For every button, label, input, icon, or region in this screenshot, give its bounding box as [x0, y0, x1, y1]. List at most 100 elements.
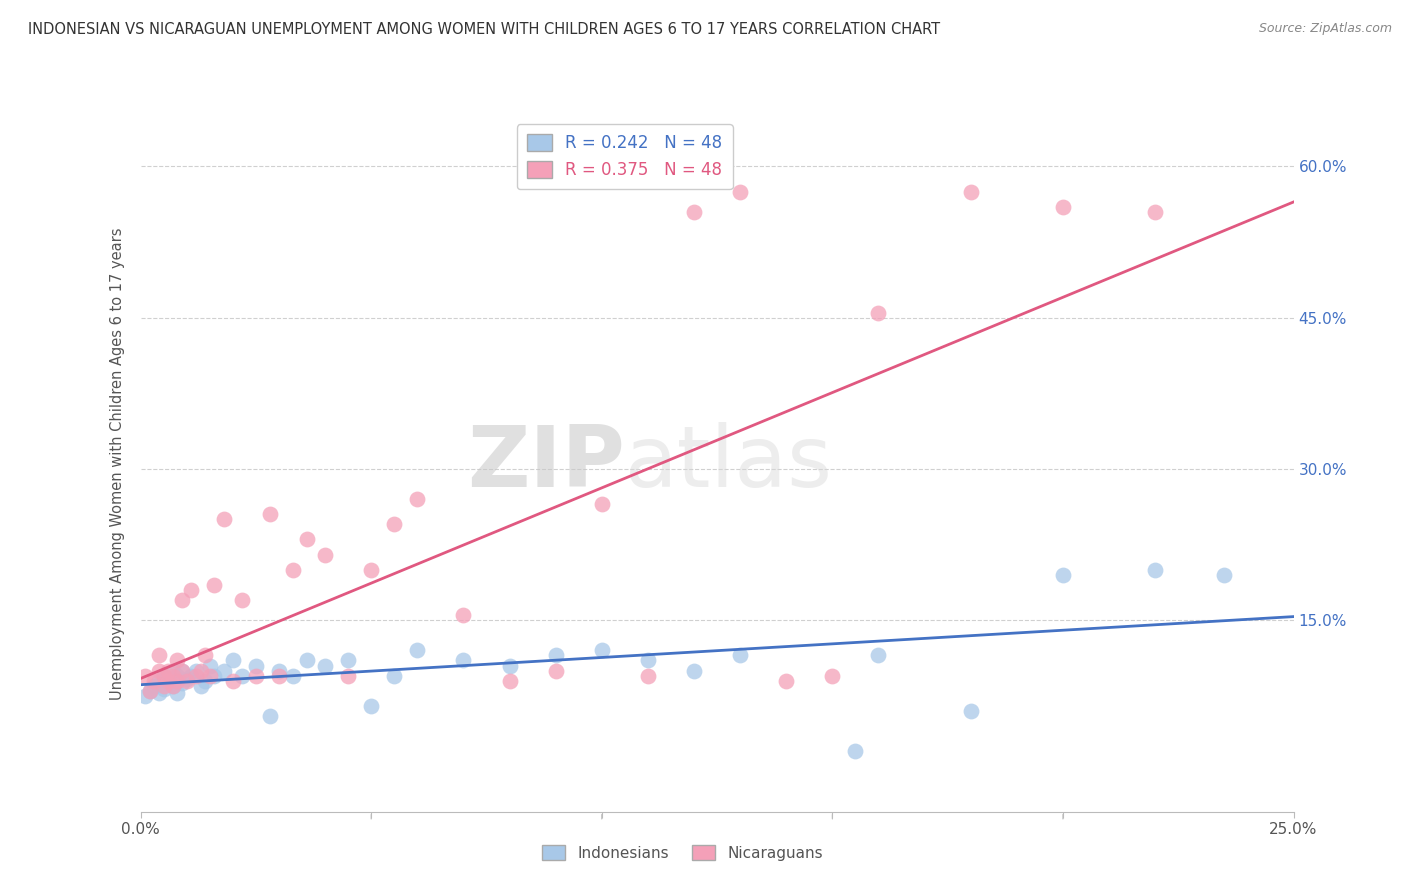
Point: [152, 679, 174, 693]
Point: [498, 673, 520, 688]
Text: Source: ZipAtlas.com: Source: ZipAtlas.com: [1258, 22, 1392, 36]
Point: [844, 744, 866, 758]
Point: [1144, 563, 1167, 577]
Point: [231, 668, 253, 682]
Point: [162, 668, 184, 682]
Point: [360, 698, 382, 713]
Point: [314, 658, 336, 673]
Point: [1144, 204, 1167, 219]
Point: [295, 653, 318, 667]
Point: [267, 664, 290, 678]
Point: [683, 204, 706, 219]
Point: [406, 492, 429, 507]
Point: [821, 668, 844, 682]
Point: [143, 679, 166, 693]
Point: [157, 664, 180, 678]
Point: [139, 683, 162, 698]
Point: [176, 672, 198, 686]
Point: [162, 679, 184, 693]
Point: [157, 675, 180, 690]
Point: [959, 185, 981, 199]
Point: [172, 664, 194, 678]
Point: [198, 668, 221, 682]
Point: [453, 653, 475, 667]
Point: [166, 653, 188, 667]
Point: [337, 668, 360, 682]
Point: [281, 563, 304, 577]
Point: [245, 668, 267, 682]
Point: [194, 673, 217, 688]
Point: [259, 508, 281, 522]
Point: [172, 675, 194, 690]
Point: [190, 679, 212, 693]
Point: [148, 686, 170, 700]
Point: [245, 658, 267, 673]
Point: [868, 648, 890, 663]
Point: [180, 668, 202, 682]
Point: [281, 668, 304, 682]
Point: [498, 658, 520, 673]
Point: [134, 689, 156, 703]
Point: [162, 679, 184, 693]
Point: [1052, 567, 1074, 582]
Point: [1213, 567, 1236, 582]
Point: [143, 673, 166, 688]
Point: [190, 664, 212, 678]
Point: [212, 512, 235, 526]
Point: [231, 593, 253, 607]
Point: [152, 668, 174, 682]
Point: [148, 648, 170, 663]
Point: [194, 648, 217, 663]
Point: [166, 673, 188, 688]
Y-axis label: Unemployment Among Women with Children Ages 6 to 17 years: Unemployment Among Women with Children A…: [110, 227, 125, 700]
Point: [152, 681, 174, 696]
Point: [406, 643, 429, 657]
Point: [1052, 200, 1074, 214]
Point: [172, 593, 194, 607]
Point: [134, 668, 156, 682]
Point: [184, 664, 207, 678]
Point: [212, 664, 235, 678]
Point: [382, 517, 405, 532]
Point: [637, 668, 659, 682]
Point: [222, 653, 245, 667]
Point: [139, 683, 162, 698]
Point: [202, 578, 225, 592]
Point: [148, 673, 170, 688]
Point: [166, 668, 188, 682]
Point: [157, 672, 180, 686]
Point: [591, 643, 613, 657]
Point: [728, 648, 751, 663]
Point: [148, 664, 170, 678]
Text: INDONESIAN VS NICARAGUAN UNEMPLOYMENT AMONG WOMEN WITH CHILDREN AGES 6 TO 17 YEA: INDONESIAN VS NICARAGUAN UNEMPLOYMENT AM…: [28, 22, 941, 37]
Point: [184, 668, 207, 682]
Point: [728, 185, 751, 199]
Point: [637, 653, 659, 667]
Point: [544, 664, 567, 678]
Point: [267, 668, 290, 682]
Point: [222, 673, 245, 688]
Point: [202, 668, 225, 682]
Point: [337, 653, 360, 667]
Point: [152, 668, 174, 682]
Point: [198, 658, 221, 673]
Point: [382, 668, 405, 682]
Point: [453, 608, 475, 623]
Point: [360, 563, 382, 577]
Point: [544, 648, 567, 663]
Point: [683, 664, 706, 678]
Point: [172, 664, 194, 678]
Point: [162, 664, 184, 678]
Point: [166, 686, 188, 700]
Point: [180, 582, 202, 597]
Text: atlas: atlas: [624, 422, 832, 506]
Point: [295, 533, 318, 547]
Point: [868, 305, 890, 319]
Point: [959, 704, 981, 718]
Point: [259, 709, 281, 723]
Point: [314, 548, 336, 562]
Point: [176, 673, 198, 688]
Point: [775, 673, 797, 688]
Point: [157, 673, 180, 688]
Legend: Indonesians, Nicaraguans: Indonesians, Nicaraguans: [536, 838, 828, 867]
